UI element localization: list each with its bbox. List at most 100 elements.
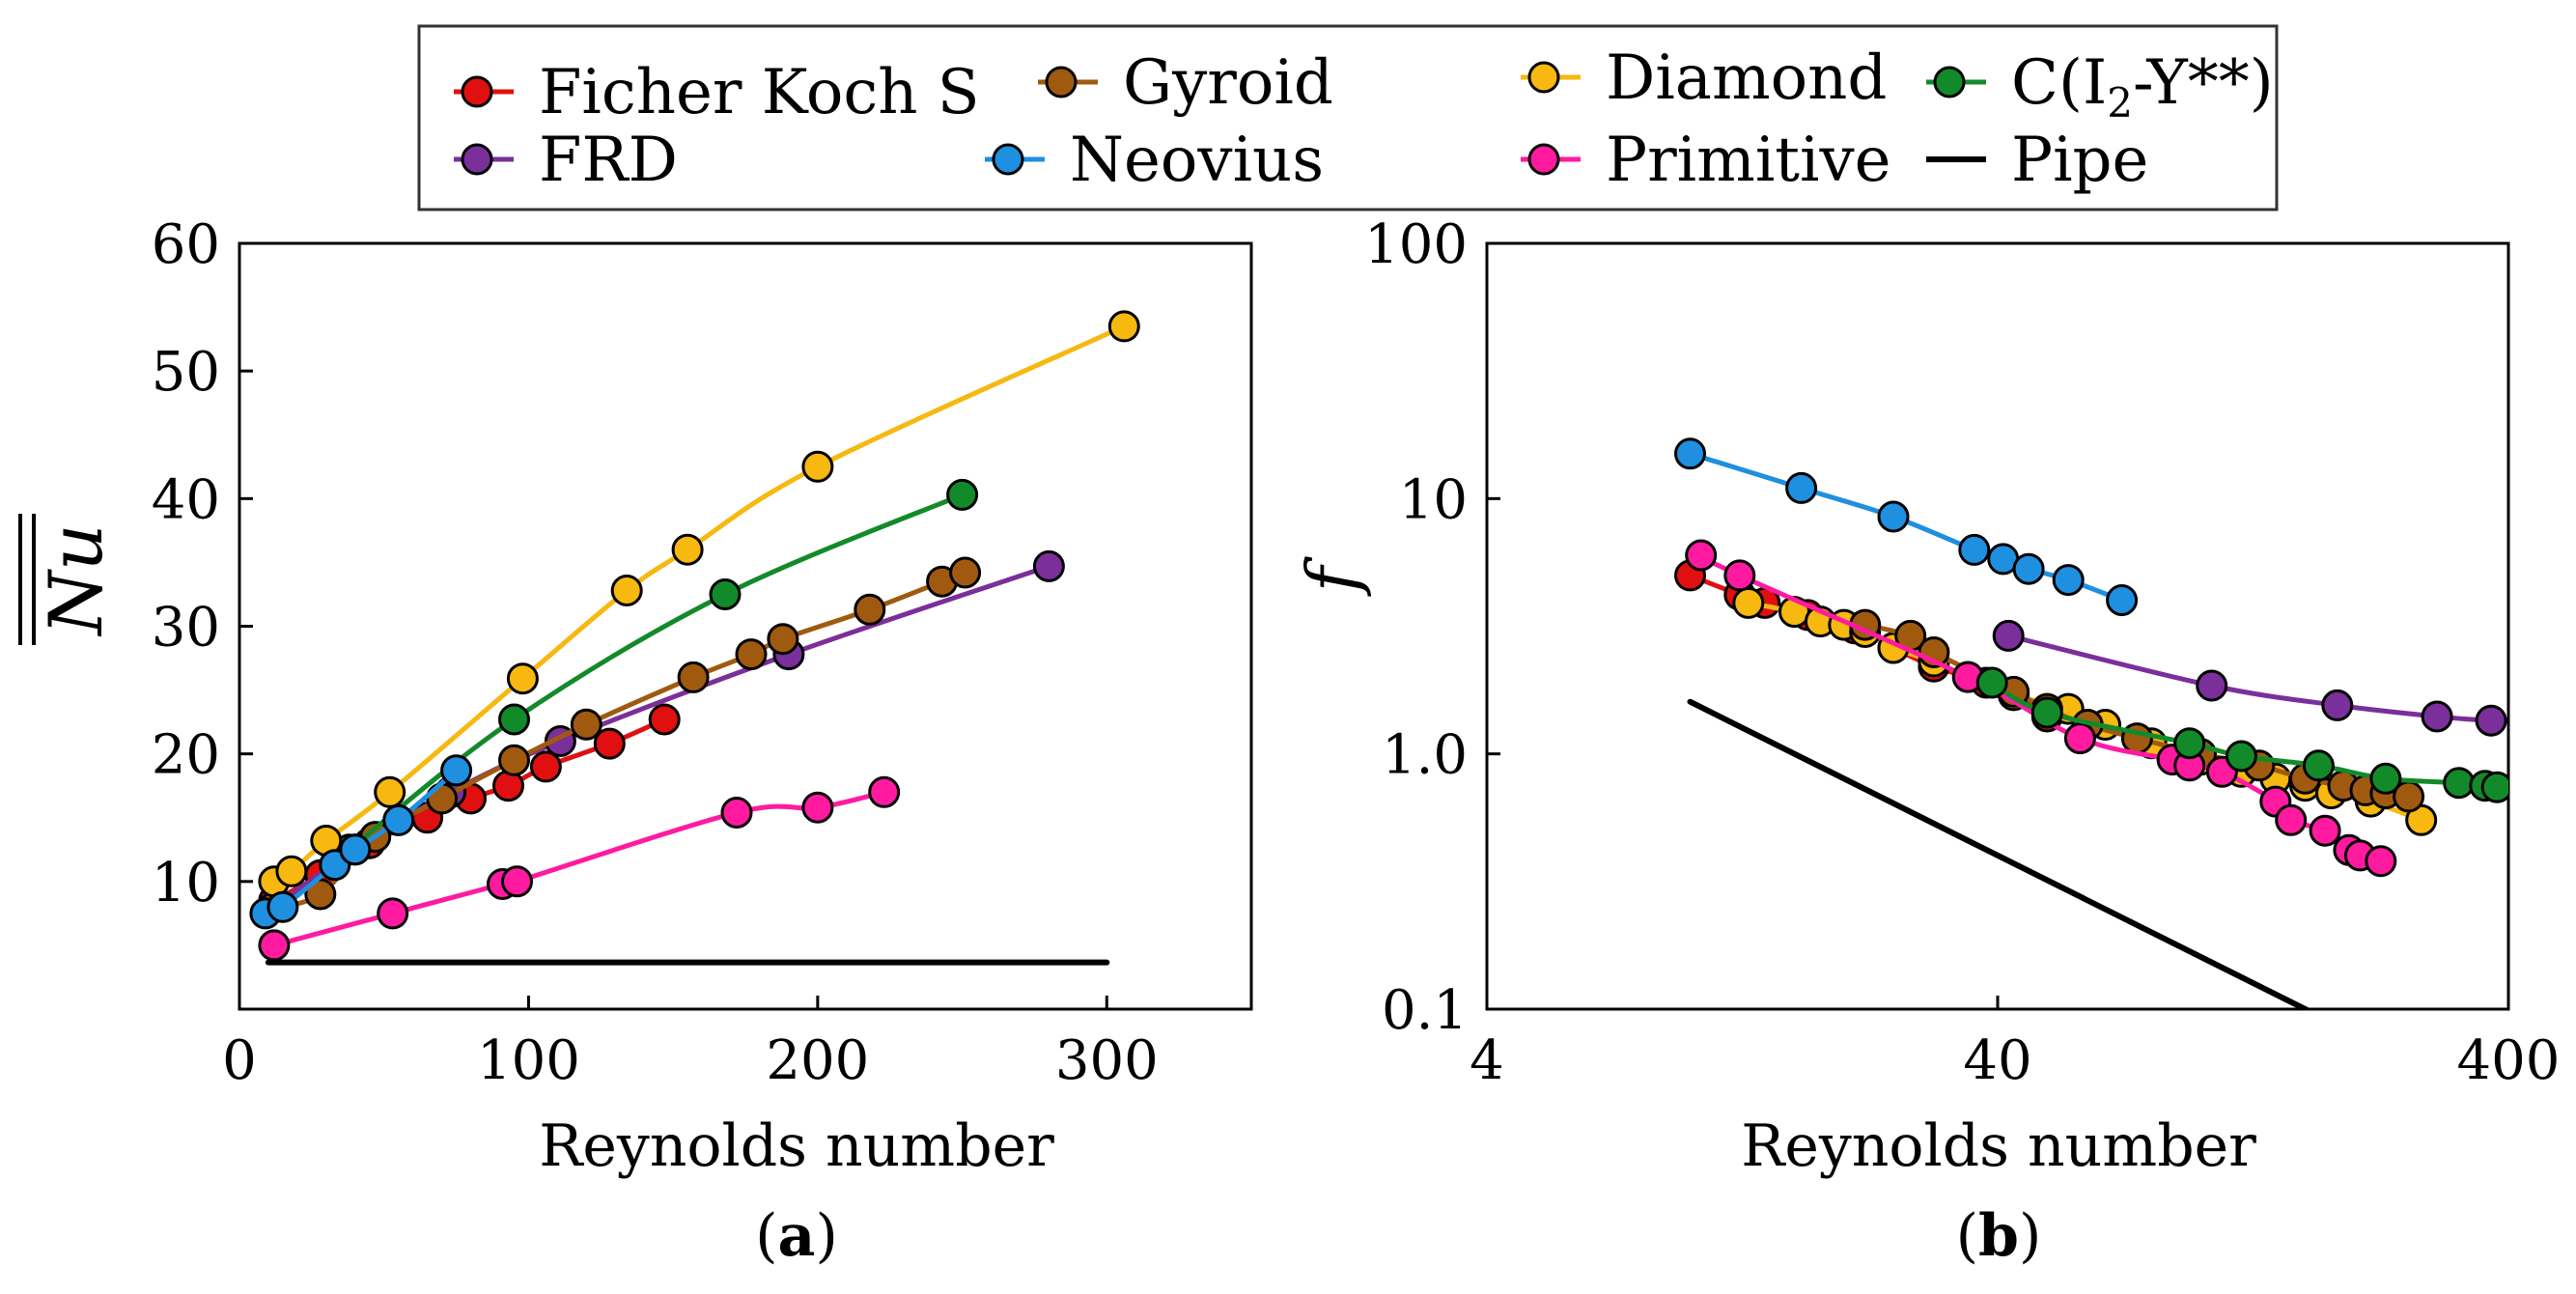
legend-label-text: C(I	[2011, 47, 2107, 119]
y-axis-title: Nu	[18, 514, 119, 645]
panel-label-letter: b	[1978, 1202, 2019, 1270]
legend-entry-cI2y: C(I2-Y**)	[1926, 47, 2274, 127]
data-point-frd	[2321, 689, 2354, 721]
x-tick-label: 4	[1470, 1029, 1504, 1092]
legend-label: Ficher Koch S	[539, 57, 980, 128]
data-point-gyroid	[949, 556, 982, 589]
legend-label-text: Ficher Koch S	[539, 57, 980, 128]
data-point-cI2y	[1975, 666, 2008, 699]
data-point-neovius	[382, 803, 415, 836]
legend-marker	[1045, 66, 1078, 98]
legend-marker	[992, 143, 1024, 176]
data-point-neovius	[440, 754, 473, 787]
series-line-cI2y	[347, 492, 966, 853]
x-axis-title: Reynolds number	[1741, 1112, 2256, 1180]
series-frd	[1992, 619, 2507, 737]
series-neovius	[1674, 437, 2139, 616]
data-point-primitive	[258, 929, 291, 962]
data-point-gyroid	[498, 744, 530, 776]
legend-marker	[1527, 143, 1560, 176]
legend-entry-frd: FRD	[454, 125, 678, 196]
data-point-diamond	[671, 533, 704, 566]
y-tick-label: 100	[1364, 213, 1468, 276]
legend-label: Diamond	[1606, 42, 1887, 114]
data-point-primitive	[801, 791, 834, 824]
legend-label: Pipe	[2011, 125, 2148, 196]
y-tick-label: 0.1	[1382, 979, 1468, 1042]
plot-area	[249, 310, 1140, 966]
data-point-cI2y	[2173, 727, 2206, 760]
data-point-neovius	[1877, 500, 1910, 533]
y-axis-title: f	[1292, 555, 1373, 597]
data-point-frd	[1032, 549, 1065, 582]
legend-label-text: Diamond	[1606, 42, 1887, 114]
legend-entry-gyroid: Gyroid	[1038, 47, 1333, 119]
data-point-diamond	[374, 775, 406, 808]
panel-label-open: (	[755, 1202, 777, 1270]
legend-marker	[461, 143, 493, 176]
y-tick-label: 20	[152, 724, 220, 787]
data-point-primitive	[1723, 559, 1756, 592]
x-tick-label: 300	[1055, 1029, 1159, 1092]
x-axis-title: Reynolds number	[539, 1112, 1054, 1180]
legend-entry-primitive: Primitive	[1521, 125, 1891, 196]
data-point-frd	[2196, 669, 2228, 702]
data-point-cI2y	[2302, 749, 2335, 782]
data-point-neovius	[1674, 437, 1706, 470]
x-tick-label: 400	[2457, 1029, 2561, 1092]
y-axis-title-text: Nu	[33, 523, 119, 636]
panel-label: (b)	[1956, 1202, 2042, 1270]
data-point-primitive	[868, 775, 901, 808]
legend-label-subscript: 2	[2107, 79, 2133, 127]
plot-area	[1674, 437, 2508, 1009]
x-tick-label: 100	[477, 1029, 580, 1092]
legend-marker	[461, 75, 493, 108]
data-point-neovius	[2106, 584, 2139, 616]
data-point-cI2y	[2480, 771, 2508, 803]
legend-entry-pipe: Pipe	[1926, 125, 2148, 196]
legend-label-text: Pipe	[2011, 125, 2148, 196]
legend-entry-neovius: Neovius	[985, 125, 1324, 196]
panel-label-open: (	[1956, 1202, 1978, 1270]
data-point-neovius	[2052, 564, 2085, 597]
data-point-diamond	[275, 855, 308, 887]
legend-label: C(I2-Y**)	[2011, 47, 2274, 127]
legend-label-text: Primitive	[1606, 125, 1891, 196]
series-pipe	[1687, 698, 2312, 1009]
data-point-neovius	[2012, 552, 2045, 585]
data-point-primitive	[2365, 845, 2397, 878]
series-primitive	[258, 775, 901, 962]
series-line-frd	[271, 563, 1051, 910]
data-point-cI2y	[2443, 767, 2476, 800]
y-axis-title-text: f	[1292, 555, 1373, 597]
data-point-gyroid	[767, 623, 799, 656]
data-point-diamond	[610, 575, 643, 606]
legend-label: Primitive	[1606, 125, 1891, 196]
data-point-cI2y	[709, 578, 742, 610]
y-tick-label: 10	[152, 852, 220, 914]
series-primitive	[1685, 539, 2397, 878]
x-tick-label: 0	[222, 1029, 257, 1092]
legend-label-suffix: -Y**)	[2133, 47, 2274, 119]
series-diamond	[258, 310, 1140, 898]
data-point-cI2y	[498, 703, 530, 736]
data-point-cI2y	[2225, 740, 2257, 773]
chart-panel-a: 0 100 200 300 10 20 30 40 50 60 Reynolds number Nu (…	[18, 213, 1253, 1270]
y-tick-label: 50	[152, 341, 220, 404]
panel-label-letter: a	[778, 1202, 816, 1270]
y-tick-label: 30	[152, 597, 220, 660]
data-point-neovius	[339, 833, 372, 866]
data-point-ficher	[492, 770, 524, 802]
data-point-ficher	[593, 727, 626, 760]
data-point-frd	[2475, 704, 2507, 737]
data-point-frd	[1992, 619, 2025, 652]
series-neovius	[249, 754, 473, 930]
data-point-primitive	[2275, 803, 2308, 836]
legend-label: FRD	[539, 125, 678, 196]
legend-label-text: Gyroid	[1123, 47, 1333, 119]
data-point-gyroid	[735, 638, 768, 671]
data-point-neovius	[1785, 471, 1818, 504]
legend-entry-ficher: Ficher Koch S	[454, 57, 980, 128]
data-point-diamond	[1732, 586, 1765, 619]
